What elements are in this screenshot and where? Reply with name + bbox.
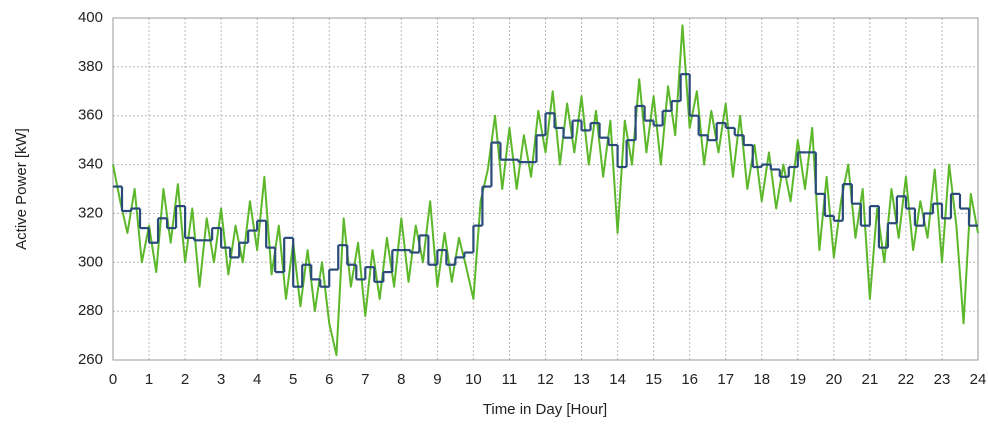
x-tick-label: 15 (645, 371, 662, 388)
x-tick-label: 16 (681, 371, 698, 388)
x-tick-label: 23 (934, 371, 951, 388)
y-tick-label: 300 (78, 253, 103, 270)
x-tick-label: 14 (609, 371, 626, 388)
y-tick-label: 340 (78, 156, 103, 173)
x-tick-label: 17 (717, 371, 734, 388)
x-tick-label: 2 (181, 371, 189, 388)
x-tick-label: 7 (361, 371, 369, 388)
y-tick-label: 380 (78, 58, 103, 75)
x-tick-label: 6 (325, 371, 333, 388)
x-tick-label: 9 (433, 371, 441, 388)
x-tick-label: 19 (789, 371, 806, 388)
y-tick-label: 280 (78, 302, 103, 319)
x-tick-label: 3 (217, 371, 225, 388)
x-tick-label: 10 (465, 371, 482, 388)
x-tick-label: 1 (145, 371, 153, 388)
x-tick-label: 5 (289, 371, 297, 388)
x-tick-label: 13 (573, 371, 590, 388)
y-tick-label: 360 (78, 107, 103, 124)
x-tick-label: 0 (109, 371, 117, 388)
x-tick-label: 21 (862, 371, 879, 388)
data-line (112, 24, 979, 357)
y-tick-label: 320 (78, 204, 103, 221)
x-tick-label: 18 (753, 371, 770, 388)
x-tick-label: 11 (502, 371, 518, 388)
x-tick-label: 4 (253, 371, 261, 388)
y-tick-label: 260 (78, 351, 103, 368)
x-tick-label: 22 (898, 371, 915, 388)
x-tick-label: 12 (537, 371, 554, 388)
y-tick-label: 400 (78, 9, 103, 26)
x-tick-label: 8 (397, 371, 405, 388)
plot-frame (112, 17, 979, 361)
x-tick-label: 20 (825, 371, 842, 388)
x-tick-label: 24 (970, 371, 987, 388)
x-axis-label: Time in Day [Hour] (483, 401, 607, 418)
y-axis-label: Active Power [kW] (13, 128, 30, 250)
